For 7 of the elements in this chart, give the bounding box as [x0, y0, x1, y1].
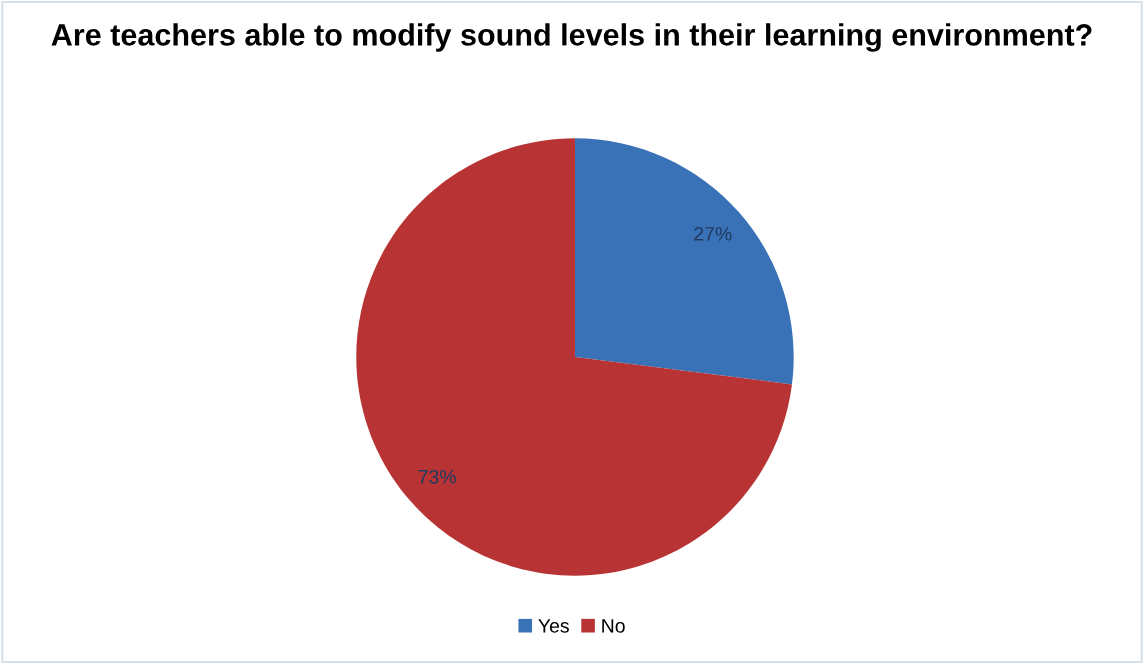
- legend-label: Yes: [538, 619, 569, 633]
- data-label: 27%: [694, 226, 732, 241]
- pie-slice: [356, 138, 792, 576]
- chart-title: Are teachers able to modify sound levels in their learning environment?: [51, 23, 1092, 52]
- data-label: 73%: [418, 469, 456, 484]
- pie-slice: [574, 138, 794, 385]
- legend-label: No: [602, 619, 625, 633]
